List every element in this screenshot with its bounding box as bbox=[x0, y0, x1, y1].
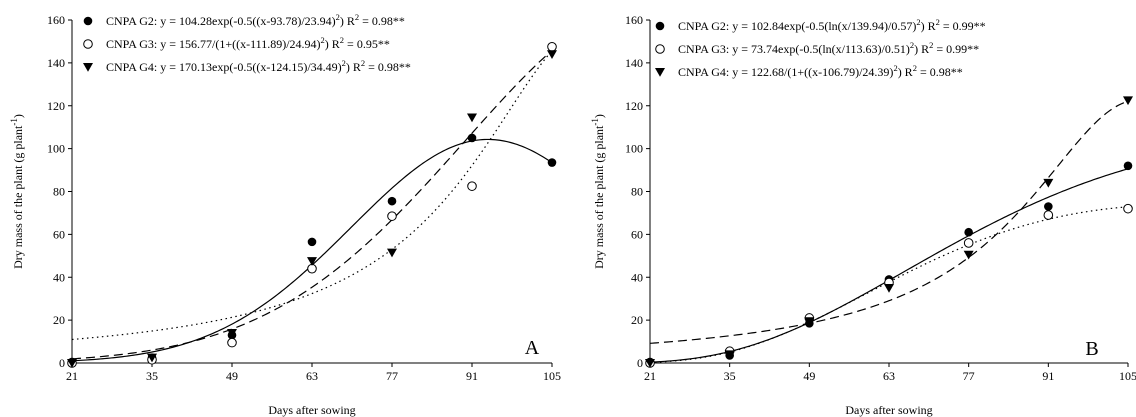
chart-panel-b: 0 20 40 60 80 100 120 140 160 21 35 49 63 77 91 105 Days… bbox=[590, 13, 1136, 417]
x-tick-label: 49 bbox=[226, 369, 238, 383]
y-tick-label: 120 bbox=[47, 99, 65, 113]
data-point-filled-triangle bbox=[67, 359, 77, 368]
y-tick-label: 120 bbox=[625, 99, 643, 113]
x-tick-label: 91 bbox=[1042, 369, 1054, 383]
x-tick-label: 49 bbox=[803, 369, 815, 383]
data-point-open-circle bbox=[1123, 203, 1133, 214]
legend-marker bbox=[655, 44, 665, 54]
legend-entry: CNPA G4: y = 122.68/(1+((x-106.79)/24.39… bbox=[678, 63, 963, 79]
legend-entry: CNPA G4: y = 170.13exp(-0.5((x-124.15)/3… bbox=[106, 58, 411, 74]
x-tick-label: 21 bbox=[66, 369, 78, 383]
x-tick-label: 35 bbox=[146, 369, 158, 383]
x-tick-label: 77 bbox=[386, 369, 398, 383]
x-axis-label: Days after sowing bbox=[268, 403, 355, 417]
y-tick-label: 80 bbox=[631, 185, 643, 199]
x-axis-label: Days after sowing bbox=[845, 403, 932, 417]
data-point-open-circle bbox=[387, 211, 397, 221]
y-tick-label: 0 bbox=[637, 356, 643, 370]
y-tick-label: 160 bbox=[47, 13, 65, 27]
data-point-open-circle bbox=[963, 238, 974, 248]
data-point-filled-triangle bbox=[147, 353, 157, 363]
data-point-filled-triangle bbox=[1123, 96, 1133, 106]
y-tick-label: 20 bbox=[53, 313, 65, 327]
legend-marker bbox=[655, 68, 665, 77]
fit-curve-dashed bbox=[649, 100, 1129, 344]
data-point-open-circle bbox=[1043, 210, 1054, 220]
fit-curve-solid bbox=[71, 138, 553, 362]
y-tick-label: 140 bbox=[47, 56, 65, 70]
y-tick-label: 40 bbox=[631, 270, 643, 284]
data-point-filled-triangle bbox=[307, 257, 317, 266]
data-point-filled-circle bbox=[467, 133, 477, 143]
legend-marker bbox=[83, 16, 93, 26]
y-tick-label: 40 bbox=[53, 270, 65, 284]
legend-marker bbox=[83, 39, 93, 49]
data-point-filled-triangle bbox=[884, 283, 894, 293]
fit-curve-dotted bbox=[71, 50, 553, 341]
data-point-filled-triangle bbox=[804, 317, 815, 326]
x-tick-label: 105 bbox=[1119, 369, 1136, 383]
data-point-filled-circle bbox=[547, 158, 557, 167]
fit-curve-dashed bbox=[71, 49, 553, 360]
chart-panel-a: 0 20 40 60 80 100 120 140 160 21 35 49 63 77 91 105 Days… bbox=[9, 12, 561, 417]
x-tick-label: 63 bbox=[306, 369, 318, 383]
x-tick-label: 105 bbox=[543, 369, 561, 383]
legend-entry: CNPA G3: y = 73.74exp(-0.5(ln(x/113.63)/… bbox=[678, 40, 979, 56]
y-tick-label: 60 bbox=[631, 227, 643, 241]
y-tick-label: 60 bbox=[53, 227, 65, 241]
data-point-filled-triangle bbox=[227, 328, 237, 338]
y-tick-label: 160 bbox=[625, 13, 643, 27]
legend-marker bbox=[83, 63, 93, 72]
panel-letter: B bbox=[1085, 338, 1098, 360]
y-tick-label: 100 bbox=[625, 142, 643, 156]
y-axis-label: Dry mass of the plant (g plant-1) bbox=[9, 114, 25, 269]
legend-marker bbox=[655, 21, 665, 31]
panel-letter: A bbox=[525, 337, 540, 359]
data-point-filled-triangle bbox=[963, 250, 974, 260]
data-point-filled-circle bbox=[307, 237, 317, 247]
data-point-open-circle bbox=[227, 337, 237, 348]
data-point-open-circle bbox=[547, 41, 557, 52]
y-tick-label: 80 bbox=[53, 185, 65, 199]
data-point-filled-circle bbox=[1044, 202, 1053, 211]
y-tick-label: 0 bbox=[59, 356, 65, 370]
x-tick-label: 91 bbox=[466, 369, 478, 383]
y-axis-label: Dry mass of the plant (g plant-1) bbox=[590, 114, 606, 269]
data-point-filled-triangle bbox=[1043, 178, 1054, 188]
data-point-filled-triangle bbox=[387, 248, 397, 258]
data-point-filled-triangle bbox=[724, 350, 735, 360]
x-tick-label: 63 bbox=[883, 369, 895, 383]
data-point-filled-triangle bbox=[645, 359, 655, 368]
x-tick-label: 35 bbox=[724, 369, 736, 383]
y-tick-label: 140 bbox=[625, 56, 643, 70]
data-point-filled-circle bbox=[387, 196, 397, 206]
data-point-filled-circle bbox=[1123, 161, 1133, 171]
y-tick-label: 20 bbox=[631, 313, 643, 327]
x-tick-label: 77 bbox=[963, 369, 975, 383]
data-point-open-circle bbox=[467, 181, 477, 191]
fit-curve-solid bbox=[649, 168, 1129, 363]
data-point-filled-circle bbox=[964, 227, 973, 237]
y-tick-label: 100 bbox=[47, 142, 65, 156]
legend-entry: CNPA G2: y = 104.28exp(-0.5((x-93.78)/23… bbox=[106, 12, 405, 28]
legend-entry: CNPA G3: y = 156.77/(1+((x-111.89)/24.94… bbox=[106, 35, 390, 51]
data-point-filled-triangle bbox=[467, 113, 477, 123]
data-point-filled-triangle bbox=[547, 50, 557, 60]
legend-entry: CNPA G2: y = 102.84exp(-0.5(ln(x/139.94)… bbox=[678, 17, 986, 33]
x-tick-label: 21 bbox=[644, 369, 656, 383]
